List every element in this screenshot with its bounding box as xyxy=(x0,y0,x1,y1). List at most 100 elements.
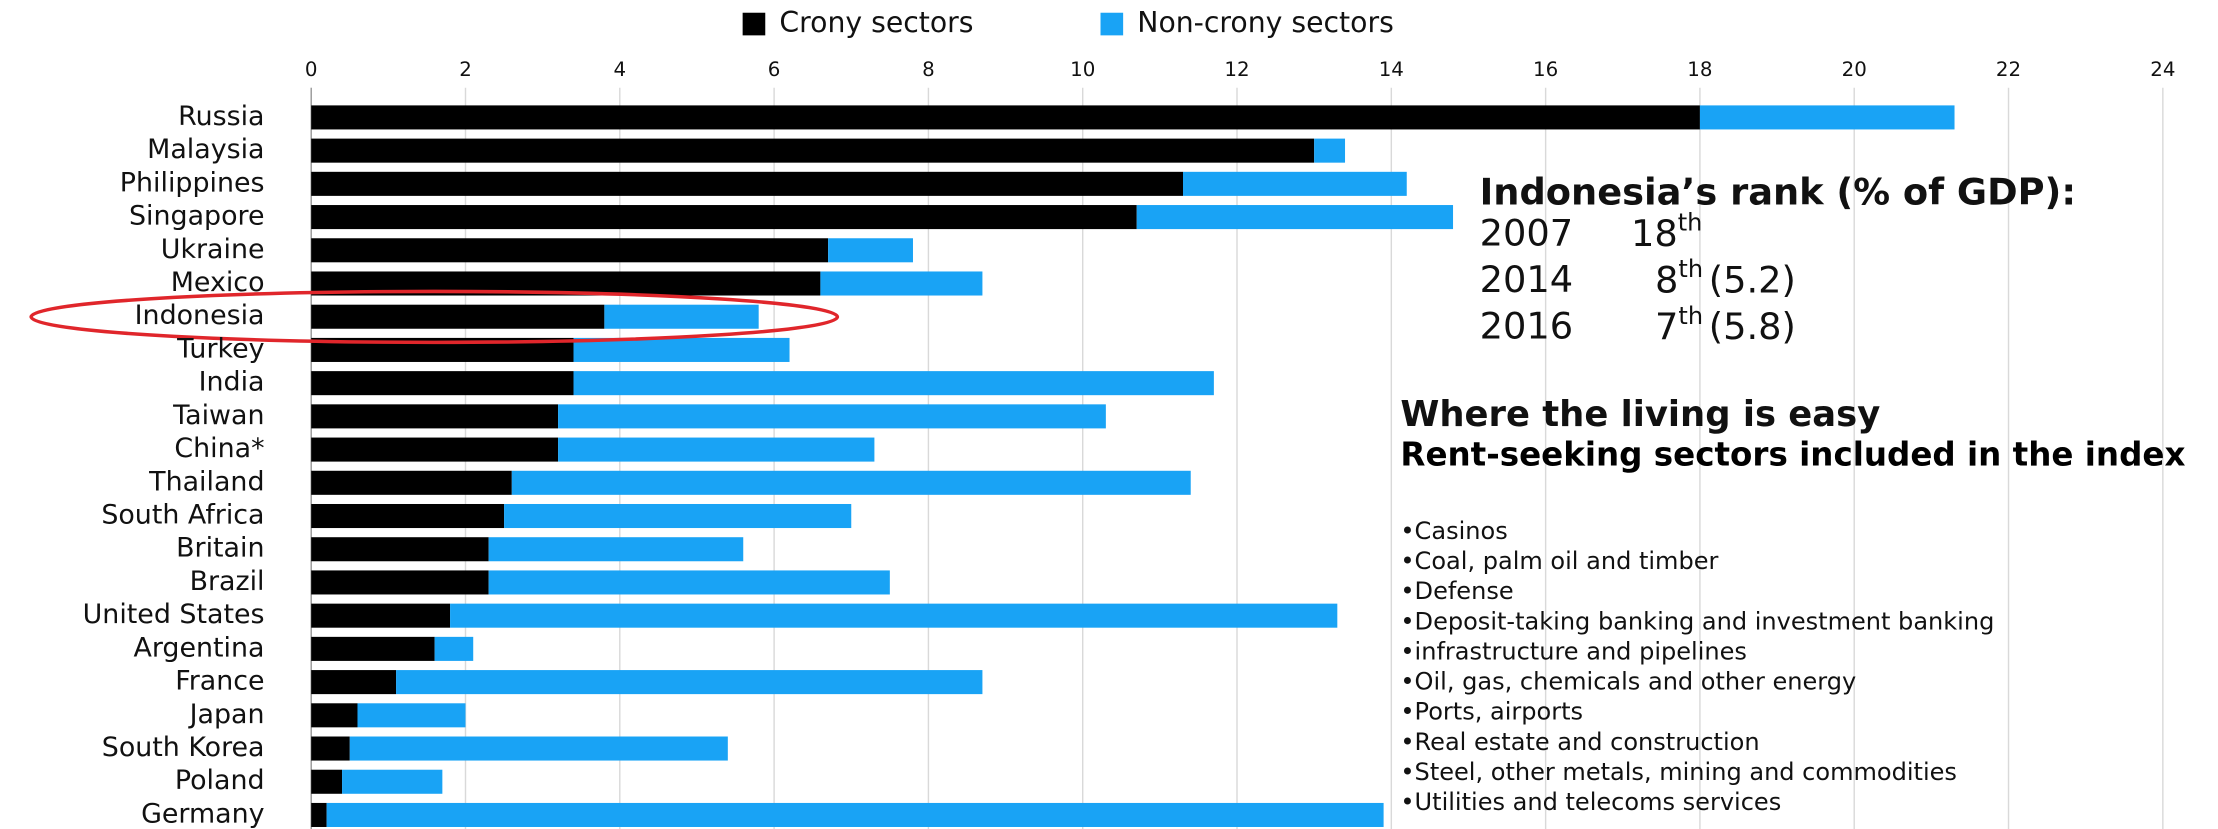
x-tick-label: 10 xyxy=(1070,58,1095,81)
bar-segment xyxy=(311,802,327,827)
y-tick-label: Russia xyxy=(178,101,264,132)
sector-item: •Oil, gas, chemicals and other energy xyxy=(1400,668,1856,696)
y-tick-label: Germany xyxy=(141,798,265,829)
bar-segment xyxy=(311,769,343,794)
rank-share: (5.2) xyxy=(1709,258,1796,301)
bar-segment xyxy=(311,371,574,396)
bar-segment xyxy=(311,171,1184,196)
y-tick-label: South Korea xyxy=(102,732,265,763)
y-tick-label: United States xyxy=(83,599,265,630)
bar-segment xyxy=(311,670,397,695)
rank-number: 18 xyxy=(1631,211,1678,254)
bar-segment xyxy=(820,271,983,296)
bar-segment xyxy=(1183,171,1407,196)
bar-segment xyxy=(396,670,983,695)
bar-segment xyxy=(311,736,350,761)
bar-segment xyxy=(558,437,875,462)
y-tick-label: Ukraine xyxy=(161,234,265,265)
x-tick-label: 16 xyxy=(1533,58,1558,81)
y-tick-label: India xyxy=(199,367,265,398)
x-tick-label: 18 xyxy=(1687,58,1712,81)
bar-segment xyxy=(573,371,1214,396)
rank-year: 2016 xyxy=(1480,305,1574,348)
bar-segment xyxy=(311,304,605,329)
bar-segment xyxy=(311,603,451,628)
y-tick-label: Turkey xyxy=(176,333,265,364)
rank-suffix: th xyxy=(1678,255,1703,283)
legend-label: Non-crony sectors xyxy=(1137,6,1394,39)
rank-value: 7th (5.8) xyxy=(1655,302,1796,348)
sector-item: •Real estate and construction xyxy=(1400,728,1759,756)
bar-segment xyxy=(573,337,790,362)
bar-segment xyxy=(311,205,1137,230)
sector-item: •Ports, airports xyxy=(1400,698,1583,726)
bar-segment xyxy=(511,470,1191,495)
x-tick-label: 2 xyxy=(459,58,472,81)
bar-segment xyxy=(488,570,890,595)
x-tick-label: 4 xyxy=(614,58,627,81)
legend-swatch xyxy=(742,12,766,36)
bar-segment xyxy=(828,238,913,263)
rank-suffix: th xyxy=(1678,209,1703,237)
legend-label: Crony sectors xyxy=(779,6,973,39)
bar-segment xyxy=(311,437,559,462)
x-tick-label: 12 xyxy=(1224,58,1249,81)
legend-swatch xyxy=(1100,12,1124,36)
bar-segment xyxy=(311,238,829,263)
bar-segment xyxy=(311,570,489,595)
y-tick-label: Japan xyxy=(188,699,265,730)
rank-share: (5.8) xyxy=(1709,305,1796,348)
rank-value: 8th (5.2) xyxy=(1655,255,1796,301)
bar-segment xyxy=(1136,205,1454,230)
bar-segment xyxy=(558,404,1106,429)
bar-segment xyxy=(311,470,512,495)
bar-segment xyxy=(450,603,1338,628)
rank-number: 7 xyxy=(1655,305,1678,348)
x-tick-label: 22 xyxy=(1996,58,2021,81)
y-tick-label: South Africa xyxy=(101,500,264,531)
y-tick-label: Brazil xyxy=(190,566,265,597)
bar-segment xyxy=(1699,105,1955,130)
x-tick-label: 8 xyxy=(922,58,935,81)
highlight-ellipse xyxy=(29,289,840,345)
sectors-subtitle-box: Rent-seeking sectors included in the ind… xyxy=(1400,437,2186,474)
sector-item: •infrastructure and pipelines xyxy=(1400,637,1747,665)
bar-segment xyxy=(349,736,728,761)
rank-value: 18th xyxy=(1631,209,1702,255)
rank-year: 2014 xyxy=(1480,258,1574,301)
sector-item: •Defense xyxy=(1400,577,1513,605)
x-tick-label: 0 xyxy=(305,58,318,81)
bar-segment xyxy=(311,537,489,562)
y-tick-label: Argentina xyxy=(133,632,264,663)
bar-segment xyxy=(504,503,852,529)
y-tick-label: Philippines xyxy=(120,167,265,198)
rank-year: 2007 xyxy=(1480,211,1574,254)
sector-item: •Utilities and telecoms services xyxy=(1400,788,1781,816)
rank-title: Indonesia’s rank (% of GDP): xyxy=(1480,170,2076,213)
rank-number: 8 xyxy=(1655,258,1678,301)
sectors-subtitle: Rent-seeking sectors included in the ind… xyxy=(1400,437,2186,474)
bar-segment xyxy=(311,503,505,529)
bar-segment xyxy=(311,703,358,728)
sectors-title: Where the living is easy xyxy=(1400,394,1880,435)
bar-segment xyxy=(1314,138,1346,163)
bar-segment xyxy=(326,802,1384,827)
y-tick-label: Britain xyxy=(176,533,264,564)
y-tick-label: France xyxy=(175,666,264,697)
rank-suffix: th xyxy=(1678,302,1703,330)
x-tick-label: 14 xyxy=(1379,58,1404,81)
bar-segment xyxy=(311,636,435,661)
sector-item: •Casinos xyxy=(1400,517,1507,545)
y-tick-label: Indonesia xyxy=(135,300,265,331)
y-tick-label: Malaysia xyxy=(147,134,264,165)
sector-item: •Steel, other metals, mining and commodi… xyxy=(1400,758,1957,786)
sector-item: •Coal, palm oil and timber xyxy=(1400,547,1718,575)
sector-item: •Deposit-taking banking and investment b… xyxy=(1400,607,1994,635)
x-tick-label: 20 xyxy=(1842,58,1867,81)
bar-segment xyxy=(434,636,474,661)
bar-segment xyxy=(311,404,559,429)
y-tick-label: Taiwan xyxy=(172,400,264,431)
y-tick-label: Thailand xyxy=(148,466,264,497)
x-tick-label: 6 xyxy=(768,58,781,81)
